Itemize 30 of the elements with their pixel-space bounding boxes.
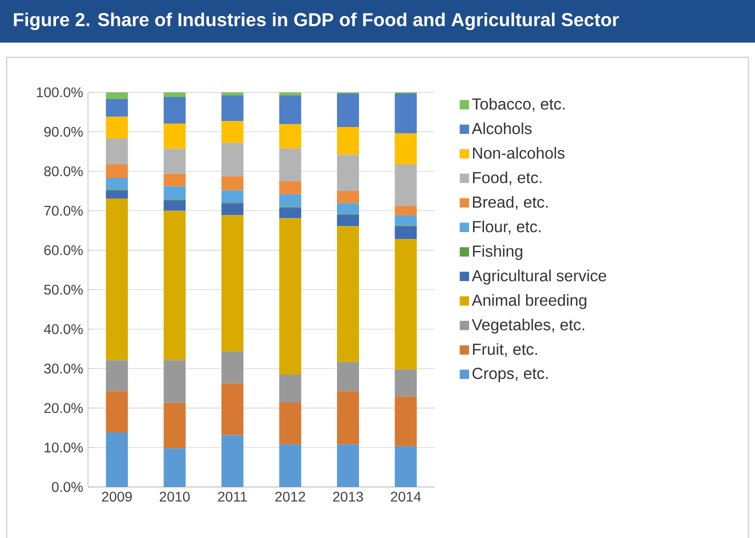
x-tick-label: 2010: [160, 492, 190, 502]
x-tick-label: 2012: [275, 492, 306, 502]
legend-label: Fruit, etc.: [473, 343, 537, 357]
legend-label: Fishing: [473, 245, 522, 260]
legend-label: Bread, etc.: [473, 196, 548, 210]
legend-label: Crops, etc.: [472, 368, 548, 382]
x-tick-label: 2009: [102, 492, 132, 502]
y-tick-label: 40.0%: [44, 324, 83, 334]
legend-label: Non-alcohols: [473, 146, 565, 159]
y-tick-label: 0.0%: [52, 482, 83, 492]
legend-label: Tobacco, etc.: [472, 98, 565, 112]
legend-label: Animal breeding: [472, 294, 586, 310]
chart-title: Figure 2. Share of Industries in GDP of Food and Agricultural Sector: [14, 12, 619, 30]
y-tick-label: 100.0%: [36, 87, 83, 98]
y-tick-label: 70.0%: [44, 206, 83, 216]
legend-label: Alcohols: [472, 122, 532, 134]
y-tick-label: 90.0%: [44, 126, 83, 137]
legend-label: Agricultural service: [472, 270, 606, 285]
y-tick-label: 50.0%: [44, 284, 83, 295]
y-tick-label: 80.0%: [44, 166, 83, 176]
x-tick-label: 2014: [390, 492, 421, 502]
y-tick-label: 30.0%: [44, 364, 83, 374]
legend-label: Food, etc.: [473, 172, 542, 186]
y-tick-label: 60.0%: [44, 245, 83, 256]
y-tick-label: 20.0%: [44, 403, 83, 414]
x-tick-label: 2011: [218, 492, 247, 502]
y-tick-label: 10.0%: [44, 442, 83, 452]
x-tick-label: 2013: [333, 492, 363, 502]
legend-label: Vegetables, etc.: [472, 318, 584, 334]
legend-label: Flour, etc.: [473, 220, 541, 234]
